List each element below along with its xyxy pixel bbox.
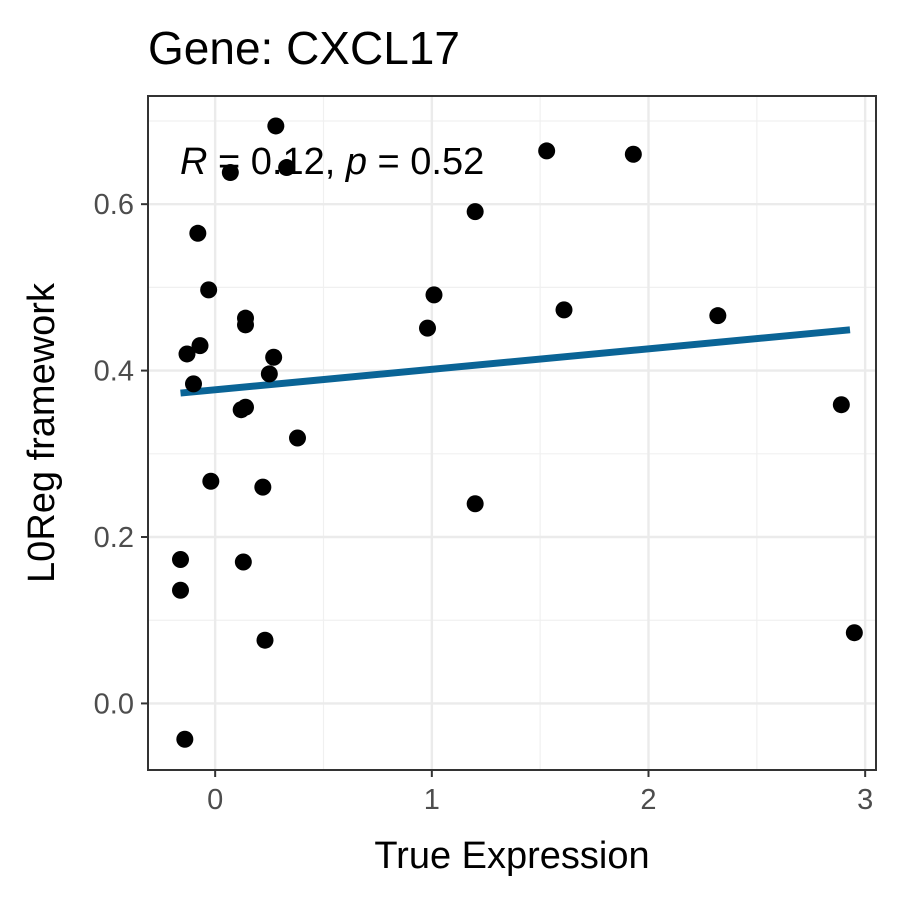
x-tick-label: 3 bbox=[857, 784, 873, 816]
plot-panel: R = 0.12, p = 0.52 bbox=[147, 95, 877, 771]
data-point bbox=[265, 348, 283, 366]
y-axis: 0.0 0.2 0.4 0.6 bbox=[94, 189, 148, 720]
regression-line-group bbox=[180, 326, 851, 397]
data-point bbox=[172, 550, 189, 568]
data-point bbox=[185, 375, 202, 393]
data-point bbox=[267, 117, 285, 135]
data-point bbox=[178, 345, 196, 363]
data-point bbox=[845, 624, 863, 642]
data-point bbox=[237, 316, 254, 334]
grid-minor bbox=[148, 96, 876, 770]
data-point bbox=[624, 145, 642, 163]
data-point bbox=[256, 631, 274, 649]
data-point bbox=[200, 281, 218, 299]
x-tick-label: 1 bbox=[424, 784, 440, 816]
annotation-p-value: = 0.52 bbox=[367, 141, 484, 183]
data-point bbox=[425, 286, 443, 304]
x-axis: 0 1 2 3 bbox=[207, 770, 873, 816]
data-point bbox=[709, 307, 727, 325]
y-axis-title: L0Reg framework bbox=[21, 282, 63, 583]
grid-major bbox=[148, 96, 876, 770]
x-tick-label: 2 bbox=[640, 784, 656, 816]
data-point bbox=[538, 142, 556, 160]
data-point bbox=[232, 401, 250, 419]
x-tick-label: 0 bbox=[207, 784, 223, 816]
data-point bbox=[202, 472, 220, 490]
data-point bbox=[189, 224, 207, 242]
data-point bbox=[221, 164, 239, 182]
data-point bbox=[832, 396, 850, 414]
data-point bbox=[555, 301, 573, 319]
data-point bbox=[172, 581, 189, 599]
data-point bbox=[289, 429, 306, 447]
data-points bbox=[172, 117, 863, 748]
annotation-r-symbol: R bbox=[180, 141, 207, 183]
data-point bbox=[419, 319, 436, 337]
data-point bbox=[254, 478, 272, 496]
panel-border bbox=[147, 95, 877, 771]
data-point bbox=[260, 365, 278, 383]
data-point bbox=[466, 203, 484, 221]
y-tick-label: 0.6 bbox=[94, 189, 134, 221]
panel-background bbox=[148, 96, 876, 770]
annotation-r-value: = 0.12, bbox=[207, 141, 345, 183]
annotation-p-symbol: p bbox=[345, 141, 367, 183]
data-point bbox=[466, 495, 484, 513]
data-point bbox=[191, 337, 209, 355]
data-point bbox=[234, 553, 252, 571]
y-tick-label: 0.4 bbox=[94, 356, 134, 388]
y-tick-label: 0.2 bbox=[94, 522, 134, 554]
y-tick-label: 0.0 bbox=[94, 688, 134, 720]
correlation-annotation: R = 0.12, p = 0.52 bbox=[180, 141, 484, 183]
data-point bbox=[176, 730, 194, 748]
data-point bbox=[278, 159, 296, 177]
x-axis-title: True Expression bbox=[374, 835, 649, 877]
chart-title: Gene: CXCL17 bbox=[148, 22, 460, 74]
regression-line bbox=[180, 326, 851, 397]
